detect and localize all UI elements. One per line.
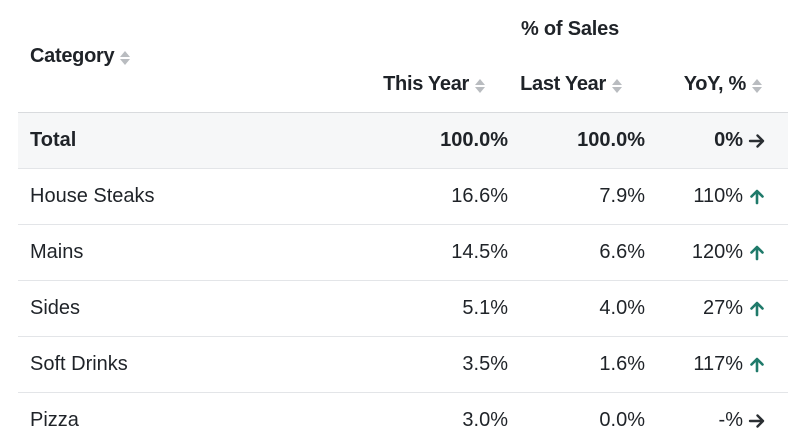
- cell-last-year: 0.0%: [599, 409, 645, 431]
- cell-yoy: 117%: [693, 337, 766, 392]
- group-title-sales: % of Sales: [520, 18, 620, 40]
- cell-last-year: 1.6%: [599, 353, 645, 375]
- cell-category: Mains: [30, 241, 84, 263]
- column-header-label: YoY, %: [683, 73, 747, 95]
- yoy-value: 110%: [693, 185, 743, 207]
- up-arrow-icon: [748, 244, 766, 262]
- cell-category: Pizza: [30, 409, 79, 431]
- table-header: % of Sales Category This Year Last Year …: [0, 0, 788, 113]
- cell-this-year: 5.1%: [462, 297, 508, 319]
- up-arrow-icon: [748, 356, 766, 374]
- table-body: Total 100.0% 100.0% 0% House Steaks 16.6% 7.9%…: [0, 113, 788, 448]
- cell-yoy: -%: [719, 393, 766, 448]
- column-header-label: This Year: [383, 73, 469, 95]
- sort-icon[interactable]: [120, 50, 131, 65]
- yoy-value: 120%: [691, 241, 743, 263]
- cell-last-year: 6.6%: [599, 241, 645, 263]
- cell-this-year: 100.0%: [440, 129, 508, 151]
- right-arrow-icon: [748, 412, 766, 430]
- yoy-value: 27%: [702, 297, 743, 319]
- table-row: Sides 5.1% 4.0% 27%: [18, 281, 788, 337]
- cell-last-year: 7.9%: [599, 185, 645, 207]
- column-header-last-year[interactable]: Last Year: [520, 73, 622, 96]
- cell-this-year: 3.0%: [462, 409, 508, 431]
- cell-this-year: 16.6%: [451, 185, 508, 207]
- up-arrow-icon: [748, 300, 766, 318]
- cell-yoy: 110%: [693, 169, 766, 224]
- column-header-this-year[interactable]: This Year: [383, 73, 485, 96]
- column-header-label: Category: [30, 45, 115, 67]
- cell-category: Soft Drinks: [30, 353, 128, 375]
- right-arrow-icon: [748, 132, 766, 150]
- cell-yoy: 0%: [714, 113, 766, 168]
- cell-last-year: 100.0%: [577, 129, 645, 151]
- yoy-value: 0%: [714, 129, 743, 151]
- cell-category: Total: [30, 129, 77, 151]
- column-header-yoy[interactable]: YoY, %: [684, 73, 762, 96]
- table-row: House Steaks 16.6% 7.9% 110%: [18, 169, 788, 225]
- column-header-label: Last Year: [520, 73, 606, 95]
- cell-this-year: 14.5%: [451, 241, 508, 263]
- cell-category: House Steaks: [30, 185, 155, 207]
- cell-yoy: 120%: [692, 225, 766, 280]
- table-row: Soft Drinks 3.5% 1.6% 117%: [18, 337, 788, 393]
- header-divider: [18, 112, 788, 113]
- cell-this-year: 3.5%: [462, 353, 508, 375]
- table-row: Pizza 3.0% 0.0% -%: [18, 393, 788, 448]
- cell-category: Sides: [30, 297, 81, 319]
- sort-icon[interactable]: [475, 78, 485, 93]
- cell-last-year: 4.0%: [599, 297, 645, 319]
- cell-yoy: 27%: [703, 281, 766, 336]
- yoy-value: 117%: [693, 353, 743, 375]
- up-arrow-icon: [748, 188, 766, 206]
- table-row: Mains 14.5% 6.6% 120%: [18, 225, 788, 281]
- column-header-category[interactable]: Category: [30, 45, 131, 68]
- yoy-value: -%: [718, 409, 743, 431]
- sort-icon[interactable]: [612, 78, 622, 93]
- total-row: Total 100.0% 100.0% 0%: [18, 113, 788, 169]
- sort-icon[interactable]: [752, 78, 762, 93]
